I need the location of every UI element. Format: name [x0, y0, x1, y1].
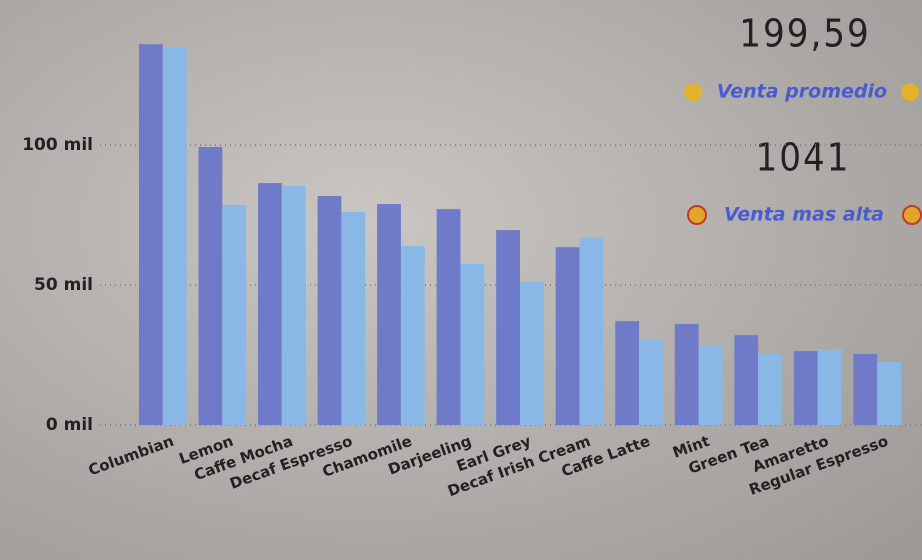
bar	[639, 339, 663, 425]
bar	[698, 346, 723, 425]
bar	[734, 335, 759, 425]
bar	[496, 230, 520, 425]
bar	[258, 183, 282, 425]
bar	[520, 281, 544, 425]
bar	[377, 204, 401, 425]
bar	[400, 246, 425, 425]
kpi-label: Venta mas alta	[724, 204, 884, 226]
kpi-value: 199,59	[739, 12, 871, 56]
bar	[674, 323, 699, 425]
y-tick-label: 0 mil	[46, 415, 93, 435]
y-tick-label: 50 mil	[34, 275, 93, 295]
bar	[817, 349, 842, 425]
bar	[758, 353, 782, 425]
bar	[460, 264, 485, 425]
bar	[615, 321, 640, 425]
bar	[853, 353, 878, 425]
money-icon	[684, 83, 702, 101]
bar	[317, 195, 342, 425]
bar	[198, 146, 223, 425]
bar	[162, 47, 187, 425]
bar	[341, 211, 366, 425]
kpi-value: 1041	[756, 136, 851, 180]
bar	[436, 209, 461, 425]
bar	[793, 351, 818, 425]
bar	[138, 44, 163, 425]
money-icon	[901, 83, 919, 101]
bar	[222, 204, 247, 425]
bar	[555, 247, 580, 425]
icons	[684, 83, 922, 225]
x-tick-label: Columbian	[86, 432, 176, 480]
bar	[877, 362, 902, 425]
medal-icon	[687, 205, 707, 225]
bar	[281, 185, 306, 425]
bar	[579, 237, 604, 425]
kpi-label: Venta promedio	[717, 81, 887, 103]
y-tick-label: 100 mil	[22, 135, 93, 155]
medal-icon	[902, 205, 922, 225]
